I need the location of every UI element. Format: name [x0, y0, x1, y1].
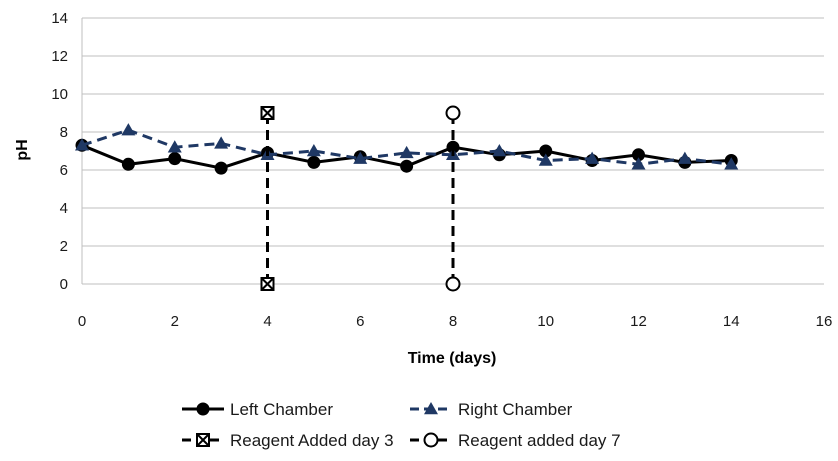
series-line-right-chamber	[81, 128, 732, 166]
data-point-cross	[260, 277, 275, 291]
data-point	[492, 144, 507, 157]
data-point	[724, 157, 739, 170]
legend-swatch-marker	[424, 402, 438, 415]
legend-item-left-chamber: Left Chamber	[182, 400, 333, 419]
data-point	[538, 153, 553, 166]
y-tick-label: 4	[60, 200, 68, 217]
legend-label: Reagent added day 7	[458, 431, 621, 450]
x-tick-label: 8	[449, 313, 457, 330]
series-reagent-added-day-3	[260, 106, 275, 291]
x-axis-title: Time (days)	[408, 350, 497, 367]
y-tick-label: 14	[51, 10, 68, 27]
data-point	[399, 145, 414, 159]
data-point	[75, 138, 89, 151]
y-tick-label: 12	[51, 48, 68, 65]
x-tick-label: 4	[263, 313, 271, 330]
legend: Left Chamber Right Chamber Reagent Added d…	[182, 400, 621, 450]
y-tick-label: 2	[60, 238, 68, 255]
data-point	[306, 144, 321, 157]
x-tick-label: 14	[723, 313, 740, 330]
data-point	[168, 152, 182, 166]
data-point	[585, 151, 600, 164]
x-tick-label: 6	[356, 313, 364, 330]
data-point	[214, 136, 229, 149]
legend-item-reagent-added-day-7: Reagent added day 7	[410, 431, 621, 450]
legend-label: Reagent Added day 3	[230, 431, 394, 450]
data-point	[445, 105, 461, 121]
data-point	[121, 157, 135, 171]
x-tick-label: 10	[537, 313, 554, 330]
y-axis-title: pH	[14, 139, 31, 160]
x-tick-label: 12	[630, 313, 647, 330]
legend-item-reagent-added-day-3: Reagent Added day 3	[182, 431, 394, 450]
legend-swatch-marker	[423, 432, 439, 448]
data-point	[307, 155, 321, 169]
data-point	[677, 151, 692, 164]
legend-label: Right Chamber	[458, 400, 573, 419]
x-tick-label: 16	[816, 313, 833, 330]
y-tick-label: 0	[60, 276, 68, 293]
data-point-cross	[260, 106, 275, 120]
legend-swatch-marker	[196, 402, 210, 416]
y-tick-label: 6	[60, 162, 68, 179]
data-point	[445, 276, 461, 292]
y-tick-label: 8	[60, 124, 68, 141]
x-tick-label: 0	[78, 313, 86, 330]
data-point	[121, 123, 136, 136]
data-point	[400, 159, 414, 173]
data-point	[167, 140, 182, 153]
series-reagent-added-day-7	[445, 105, 461, 292]
data-point	[214, 161, 228, 175]
y-tick-label: 10	[51, 86, 68, 103]
legend-item-right-chamber: Right Chamber	[410, 400, 573, 419]
data-point	[631, 157, 646, 170]
series-right-chamber	[75, 123, 739, 170]
legend-label: Left Chamber	[230, 400, 333, 419]
x-tick-label: 2	[171, 313, 179, 330]
data-point	[353, 151, 368, 164]
legend-swatch-marker-cross	[196, 433, 210, 447]
